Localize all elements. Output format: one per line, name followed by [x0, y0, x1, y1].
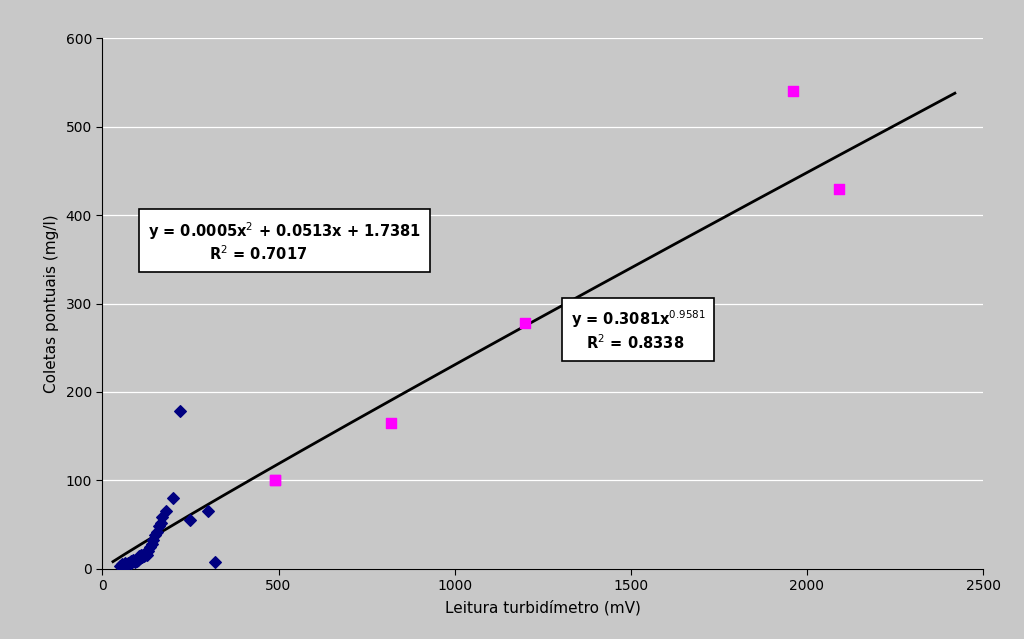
Text: y = 0.3081x$^{0.9581}$
   R$^{2}$ = 0.8338: y = 0.3081x$^{0.9581}$ R$^{2}$ = 0.8338	[571, 308, 706, 352]
Point	[116, 560, 132, 570]
Point	[517, 318, 534, 328]
Point	[145, 535, 162, 546]
Point	[267, 475, 284, 486]
Point	[153, 518, 169, 528]
Point	[207, 557, 223, 567]
Point	[117, 558, 133, 569]
Point	[123, 557, 139, 567]
Point	[124, 557, 140, 567]
Point	[129, 556, 145, 566]
Point	[137, 550, 154, 560]
Point	[135, 550, 152, 560]
Point	[136, 551, 153, 562]
Point	[151, 521, 167, 532]
Point	[119, 559, 135, 569]
Point	[120, 557, 136, 567]
Point	[147, 530, 164, 540]
Point	[784, 86, 801, 96]
Text: y = 0.0005x$^{2}$ + 0.0513x + 1.7381
            R$^{2}$ = 0.7017: y = 0.0005x$^{2}$ + 0.0513x + 1.7381 R$^…	[148, 220, 422, 263]
Point	[172, 406, 188, 417]
Point	[140, 546, 157, 556]
Point	[132, 553, 148, 563]
Point	[581, 337, 597, 348]
Point	[129, 553, 145, 563]
Point	[136, 548, 153, 558]
Point	[267, 475, 284, 486]
Point	[126, 556, 142, 566]
Point	[122, 557, 138, 567]
Point	[123, 556, 139, 566]
Y-axis label: Coletas pontuais (mg/l): Coletas pontuais (mg/l)	[44, 214, 58, 393]
Point	[114, 559, 130, 569]
Point	[131, 551, 147, 562]
X-axis label: Leitura turbidímetro (mV): Leitura turbidímetro (mV)	[444, 600, 641, 615]
Point	[141, 541, 158, 551]
Point	[127, 557, 143, 567]
Point	[383, 418, 399, 428]
Point	[121, 558, 137, 569]
Point	[165, 493, 181, 503]
Point	[200, 506, 216, 516]
Point	[139, 550, 156, 560]
Point	[182, 515, 199, 525]
Point	[128, 555, 144, 565]
Point	[134, 552, 151, 562]
Point	[830, 183, 847, 194]
Point	[112, 561, 128, 571]
Point	[158, 506, 174, 516]
Point	[133, 550, 150, 560]
Point	[130, 555, 146, 565]
Point	[125, 555, 141, 565]
Point	[148, 527, 165, 537]
Point	[143, 539, 160, 549]
Point	[138, 548, 155, 558]
Point	[154, 512, 170, 523]
